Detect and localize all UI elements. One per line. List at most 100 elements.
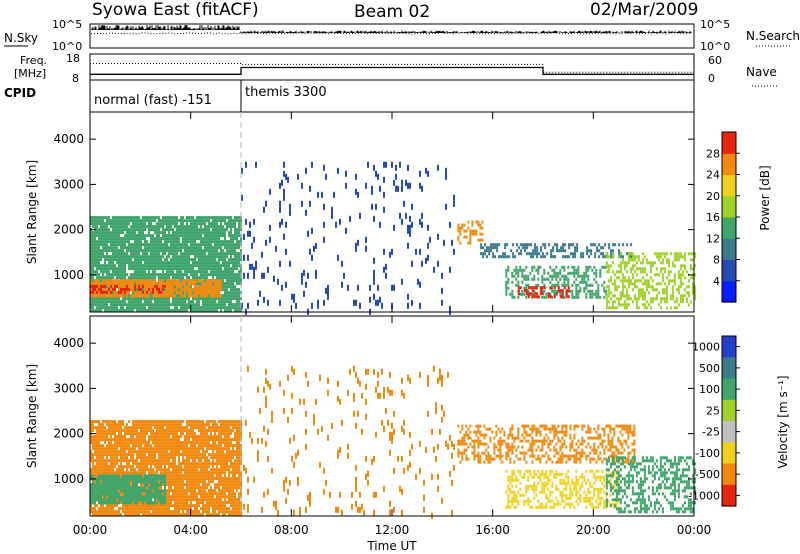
power-cell xyxy=(216,255,218,259)
velocity-cell xyxy=(140,459,142,463)
power-cell xyxy=(96,261,98,265)
power-cell xyxy=(232,252,234,256)
power-cell xyxy=(283,188,285,195)
power-cell xyxy=(158,237,160,241)
power-colorbar-swatch xyxy=(722,132,736,154)
power-cell xyxy=(238,273,240,277)
velocity-cell xyxy=(154,459,156,463)
velocity-cell xyxy=(140,468,142,472)
power-cell xyxy=(560,249,563,253)
power-cell xyxy=(176,285,178,289)
power-cell xyxy=(172,300,174,304)
power-cell xyxy=(535,295,538,299)
power-cell xyxy=(116,309,118,313)
power-cell xyxy=(172,240,174,244)
power-cell xyxy=(359,302,361,309)
power-cell xyxy=(505,289,508,293)
velocity-cell xyxy=(160,429,162,433)
power-cell xyxy=(104,282,106,286)
velocity-cell xyxy=(132,507,134,511)
power-cell xyxy=(94,284,96,288)
power-cell xyxy=(130,261,132,265)
power-cell xyxy=(559,295,562,299)
power-cell xyxy=(104,234,106,238)
power-cell xyxy=(619,297,622,301)
velocity-cell xyxy=(122,444,124,448)
power-cell xyxy=(480,243,483,247)
power-cell xyxy=(184,219,186,223)
power-cell xyxy=(517,292,520,296)
power-cell xyxy=(667,273,670,277)
velocity-cell xyxy=(132,435,134,439)
power-cell xyxy=(619,291,622,295)
power-cell xyxy=(178,219,180,223)
power-cell xyxy=(471,223,474,227)
power-cell xyxy=(198,294,200,298)
velocity-cell xyxy=(104,441,106,445)
power-cell xyxy=(218,255,220,259)
power-cell xyxy=(152,267,154,271)
power-cell xyxy=(214,261,216,265)
power-cell xyxy=(174,225,176,229)
power-cell xyxy=(152,255,154,259)
power-cell xyxy=(174,297,176,301)
power-cell xyxy=(247,302,249,309)
power-cell xyxy=(98,216,100,220)
power-cell xyxy=(186,258,188,262)
power-cell xyxy=(138,300,140,304)
power-cell xyxy=(188,297,190,301)
power-cell xyxy=(192,252,194,256)
power-cell xyxy=(212,264,214,268)
power-cell xyxy=(116,249,118,253)
power-cell xyxy=(180,249,182,253)
power-cell xyxy=(635,297,638,301)
power-cell xyxy=(230,261,232,265)
power-cell xyxy=(313,245,315,252)
velocity-cell xyxy=(162,492,164,496)
power-cell xyxy=(575,289,578,293)
power-cell xyxy=(126,228,128,232)
velocity-cell xyxy=(140,465,142,469)
power-cell xyxy=(116,270,118,274)
power-cell xyxy=(190,279,192,283)
velocity-cell xyxy=(116,459,118,463)
power-cell xyxy=(102,276,104,280)
power-cell xyxy=(200,270,202,274)
power-cell xyxy=(148,291,150,295)
power-cell xyxy=(150,285,152,289)
velocity-cell xyxy=(92,462,94,466)
velocity-cell xyxy=(162,504,164,508)
power-cell xyxy=(565,292,568,296)
power-cell xyxy=(212,279,214,283)
power-cell xyxy=(192,291,194,295)
power-cell xyxy=(681,300,684,304)
power-cell xyxy=(224,258,226,262)
power-cell xyxy=(154,255,156,259)
power-cell xyxy=(98,291,100,295)
power-cell xyxy=(172,270,174,274)
power-cell xyxy=(170,261,172,265)
velocity-cell xyxy=(90,471,92,475)
power-cell xyxy=(158,249,160,253)
power-cell xyxy=(238,300,240,304)
power-cell xyxy=(639,279,642,283)
power-cell xyxy=(94,231,96,235)
velocity-cell xyxy=(114,510,116,514)
power-cell xyxy=(283,170,285,177)
power-cell xyxy=(347,284,349,291)
power-cell xyxy=(196,252,198,256)
velocity-cell xyxy=(128,429,130,433)
power-cell xyxy=(132,300,134,304)
power-cell xyxy=(230,228,232,232)
power-cell xyxy=(112,306,114,310)
power-cell xyxy=(537,283,540,287)
power-cell xyxy=(158,234,160,238)
power-colorbar-tick-label: 24 xyxy=(706,169,720,182)
velocity-cell xyxy=(134,462,136,466)
power-cell xyxy=(134,243,136,247)
power-cell xyxy=(538,252,541,256)
power-cell xyxy=(92,246,94,250)
power-cell xyxy=(202,309,204,313)
power-cell xyxy=(108,306,110,310)
power-cell xyxy=(208,297,210,301)
